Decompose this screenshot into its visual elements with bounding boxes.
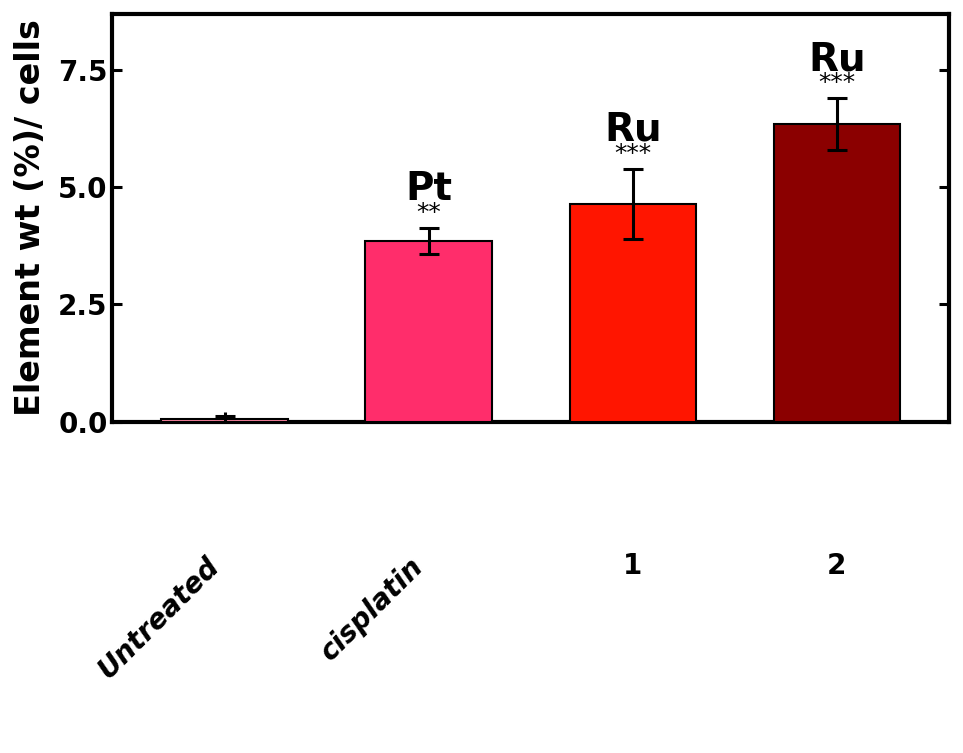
Text: 1: 1 — [623, 552, 642, 580]
Text: 2: 2 — [827, 552, 846, 580]
Text: cisplatin: cisplatin — [315, 552, 429, 666]
Text: **: ** — [416, 201, 441, 225]
Text: Ru: Ru — [604, 111, 662, 149]
Text: ***: *** — [819, 72, 855, 96]
Bar — [365, 241, 492, 422]
Text: Ru: Ru — [808, 41, 866, 78]
Y-axis label: Element wt (%)/ cells: Element wt (%)/ cells — [13, 20, 47, 416]
Bar — [569, 203, 696, 422]
Text: Pt: Pt — [405, 170, 453, 209]
Bar — [773, 124, 900, 422]
Text: Untreated: Untreated — [92, 552, 224, 684]
Bar — [162, 419, 288, 422]
Text: ***: *** — [614, 142, 651, 166]
